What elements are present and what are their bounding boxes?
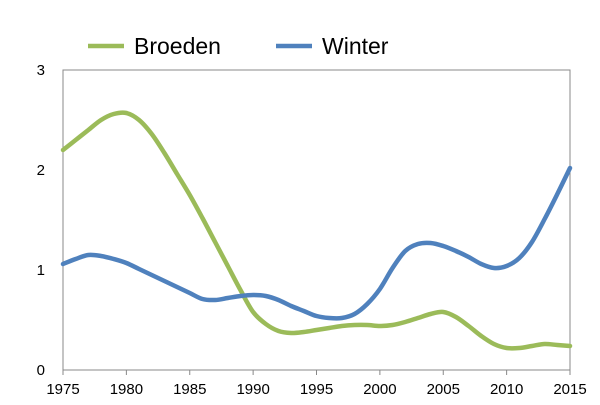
- series-lines: [60, 110, 573, 351]
- y-tick-label: 1: [37, 262, 45, 279]
- legend-label-broeden: Broeden: [134, 33, 221, 59]
- y-tick-label: 3: [37, 62, 45, 79]
- legend-label-winter: Winter: [322, 33, 389, 59]
- series-line-winter: [60, 165, 573, 321]
- x-tick-label: 1995: [300, 381, 333, 398]
- axes: 0 1 2 3 1975 1980 1985 1990 1995 2000 2005 2010 2015: [37, 62, 587, 398]
- x-tick-label: 1980: [110, 381, 143, 398]
- x-tick-label: 1990: [236, 381, 269, 398]
- x-tick-label: 1985: [173, 381, 206, 398]
- y-tick-label: 2: [37, 162, 45, 179]
- x-tick-label: 2010: [490, 381, 523, 398]
- x-tick-label: 2000: [363, 381, 396, 398]
- plot-frame: [62, 69, 571, 371]
- x-tick-label: 1975: [46, 381, 79, 398]
- legend: Broeden Winter: [88, 33, 389, 59]
- series-line-broeden: [60, 110, 573, 351]
- y-tick-label: 0: [37, 362, 45, 379]
- x-tick-label: 2005: [427, 381, 460, 398]
- x-tick-label: 2015: [553, 381, 586, 398]
